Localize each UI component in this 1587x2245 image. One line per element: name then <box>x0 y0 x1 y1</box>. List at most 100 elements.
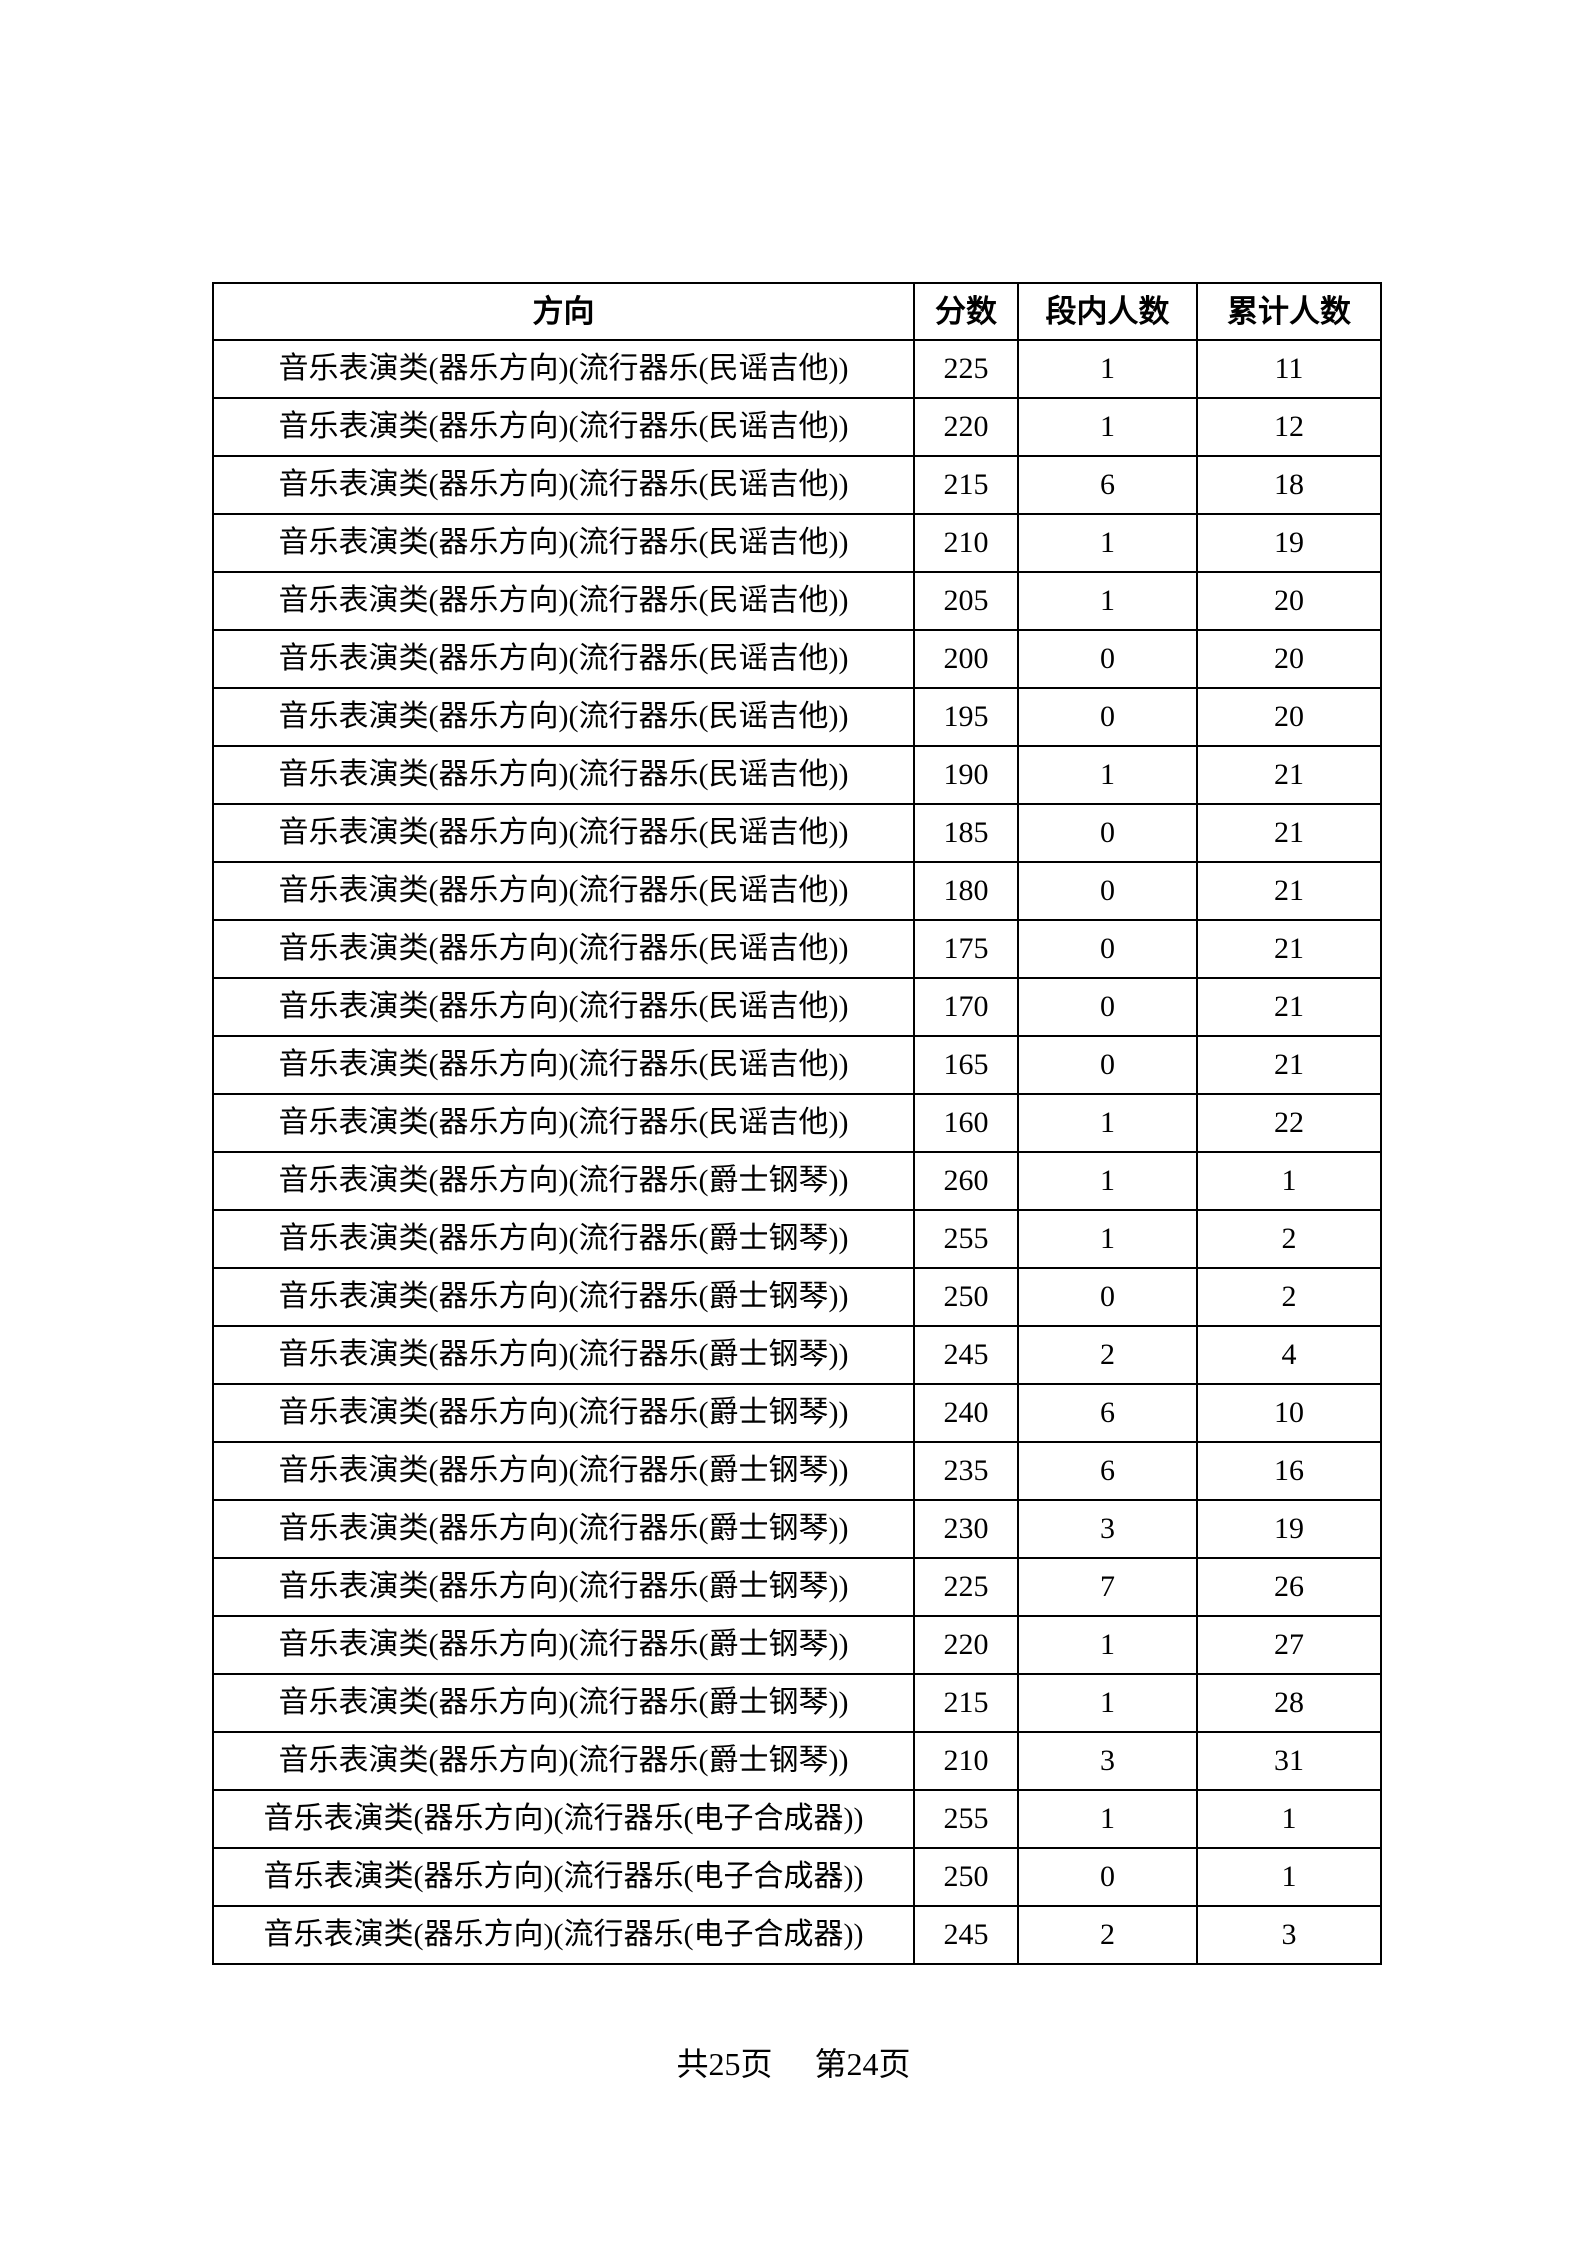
cell-direction: 音乐表演类(器乐方向)(流行器乐(爵士钢琴)) <box>212 1615 915 1675</box>
cell-direction: 音乐表演类(器乐方向)(流行器乐(电子合成器)) <box>212 1847 915 1907</box>
cell-direction: 音乐表演类(器乐方向)(流行器乐(爵士钢琴)) <box>212 1557 915 1617</box>
cell-direction: 音乐表演类(器乐方向)(流行器乐(民谣吉他)) <box>212 977 915 1037</box>
cell-direction: 音乐表演类(器乐方向)(流行器乐(民谣吉他)) <box>212 397 915 457</box>
cell-direction: 音乐表演类(器乐方向)(流行器乐(爵士钢琴)) <box>212 1383 915 1443</box>
cell-score: 210 <box>913 513 1019 573</box>
cell-in-segment: 0 <box>1017 861 1198 921</box>
table-row: 音乐表演类(器乐方向)(流行器乐(民谣吉他)) 175 0 21 <box>212 919 1382 979</box>
cell-score: 225 <box>913 339 1019 399</box>
cell-in-segment: 6 <box>1017 1383 1198 1443</box>
footer-current-page: 第24页 <box>814 2046 911 2082</box>
cell-in-segment: 1 <box>1017 1093 1198 1153</box>
cell-score: 255 <box>913 1209 1019 1269</box>
cell-score: 215 <box>913 455 1019 515</box>
cell-cumulative: 26 <box>1196 1557 1382 1617</box>
cell-cumulative: 11 <box>1196 339 1382 399</box>
table-row: 音乐表演类(器乐方向)(流行器乐(民谣吉他)) 200 0 20 <box>212 629 1382 689</box>
cell-in-segment: 7 <box>1017 1557 1198 1617</box>
cell-in-segment: 6 <box>1017 1441 1198 1501</box>
cell-cumulative: 21 <box>1196 919 1382 979</box>
table-row: 音乐表演类(器乐方向)(流行器乐(爵士钢琴)) 250 0 2 <box>212 1267 1382 1327</box>
cell-in-segment: 1 <box>1017 1615 1198 1675</box>
cell-in-segment: 0 <box>1017 1847 1198 1907</box>
cell-direction: 音乐表演类(器乐方向)(流行器乐(民谣吉他)) <box>212 1093 915 1153</box>
cell-cumulative: 20 <box>1196 629 1382 689</box>
table-row: 音乐表演类(器乐方向)(流行器乐(电子合成器)) 250 0 1 <box>212 1847 1382 1907</box>
table-row: 音乐表演类(器乐方向)(流行器乐(民谣吉他)) 215 6 18 <box>212 455 1382 515</box>
table-row: 音乐表演类(器乐方向)(流行器乐(爵士钢琴)) 235 6 16 <box>212 1441 1382 1501</box>
cell-direction: 音乐表演类(器乐方向)(流行器乐(爵士钢琴)) <box>212 1441 915 1501</box>
table-row: 音乐表演类(器乐方向)(流行器乐(爵士钢琴)) 260 1 1 <box>212 1151 1382 1211</box>
cell-score: 255 <box>913 1789 1019 1849</box>
cell-direction: 音乐表演类(器乐方向)(流行器乐(民谣吉他)) <box>212 919 915 979</box>
page-footer: 共25页 第24页 <box>0 2044 1587 2084</box>
cell-direction: 音乐表演类(器乐方向)(流行器乐(爵士钢琴)) <box>212 1325 915 1385</box>
cell-score: 245 <box>913 1905 1019 1965</box>
cell-direction: 音乐表演类(器乐方向)(流行器乐(电子合成器)) <box>212 1789 915 1849</box>
table-row: 音乐表演类(器乐方向)(流行器乐(爵士钢琴)) 210 3 31 <box>212 1731 1382 1791</box>
cell-cumulative: 21 <box>1196 1035 1382 1095</box>
cell-cumulative: 21 <box>1196 745 1382 805</box>
table-row: 音乐表演类(器乐方向)(流行器乐(民谣吉他)) 185 0 21 <box>212 803 1382 863</box>
table-row: 音乐表演类(器乐方向)(流行器乐(民谣吉他)) 195 0 20 <box>212 687 1382 747</box>
cell-direction: 音乐表演类(器乐方向)(流行器乐(民谣吉他)) <box>212 455 915 515</box>
cell-direction: 音乐表演类(器乐方向)(流行器乐(民谣吉他)) <box>212 687 915 747</box>
cell-direction: 音乐表演类(器乐方向)(流行器乐(民谣吉他)) <box>212 861 915 921</box>
cell-score: 190 <box>913 745 1019 805</box>
cell-score: 205 <box>913 571 1019 631</box>
cell-in-segment: 0 <box>1017 977 1198 1037</box>
cell-cumulative: 20 <box>1196 687 1382 747</box>
cell-in-segment: 0 <box>1017 1035 1198 1095</box>
cell-direction: 音乐表演类(器乐方向)(流行器乐(电子合成器)) <box>212 1905 915 1965</box>
table-row: 音乐表演类(器乐方向)(流行器乐(电子合成器)) 255 1 1 <box>212 1789 1382 1849</box>
cell-direction: 音乐表演类(器乐方向)(流行器乐(民谣吉他)) <box>212 513 915 573</box>
table-row: 音乐表演类(器乐方向)(流行器乐(民谣吉他)) 165 0 21 <box>212 1035 1382 1095</box>
cell-score: 250 <box>913 1847 1019 1907</box>
cell-score: 170 <box>913 977 1019 1037</box>
cell-in-segment: 0 <box>1017 629 1198 689</box>
cell-score: 260 <box>913 1151 1019 1211</box>
cell-direction: 音乐表演类(器乐方向)(流行器乐(民谣吉他)) <box>212 745 915 805</box>
cell-direction: 音乐表演类(器乐方向)(流行器乐(爵士钢琴)) <box>212 1731 915 1791</box>
cell-cumulative: 19 <box>1196 513 1382 573</box>
cell-cumulative: 18 <box>1196 455 1382 515</box>
table-row: 音乐表演类(器乐方向)(流行器乐(民谣吉他)) 205 1 20 <box>212 571 1382 631</box>
cell-cumulative: 19 <box>1196 1499 1382 1559</box>
cell-direction: 音乐表演类(器乐方向)(流行器乐(民谣吉他)) <box>212 629 915 689</box>
cell-in-segment: 0 <box>1017 919 1198 979</box>
cell-in-segment: 1 <box>1017 571 1198 631</box>
cell-cumulative: 2 <box>1196 1267 1382 1327</box>
cell-direction: 音乐表演类(器乐方向)(流行器乐(爵士钢琴)) <box>212 1209 915 1269</box>
cell-score: 230 <box>913 1499 1019 1559</box>
cell-score: 160 <box>913 1093 1019 1153</box>
cell-cumulative: 1 <box>1196 1151 1382 1211</box>
cell-in-segment: 1 <box>1017 1789 1198 1849</box>
cell-score: 220 <box>913 397 1019 457</box>
cell-cumulative: 3 <box>1196 1905 1382 1965</box>
cell-direction: 音乐表演类(器乐方向)(流行器乐(民谣吉他)) <box>212 571 915 631</box>
cell-cumulative: 31 <box>1196 1731 1382 1791</box>
cell-in-segment: 2 <box>1017 1905 1198 1965</box>
table-row: 音乐表演类(器乐方向)(流行器乐(爵士钢琴)) 215 1 28 <box>212 1673 1382 1733</box>
cell-cumulative: 20 <box>1196 571 1382 631</box>
table-head: 方向 分数 段内人数 累计人数 <box>212 282 1382 341</box>
cell-cumulative: 21 <box>1196 803 1382 863</box>
cell-cumulative: 16 <box>1196 1441 1382 1501</box>
cell-in-segment: 1 <box>1017 1673 1198 1733</box>
cell-score: 180 <box>913 861 1019 921</box>
cell-cumulative: 2 <box>1196 1209 1382 1269</box>
table-row: 音乐表演类(器乐方向)(流行器乐(民谣吉他)) 210 1 19 <box>212 513 1382 573</box>
cell-cumulative: 27 <box>1196 1615 1382 1675</box>
table-row: 音乐表演类(器乐方向)(流行器乐(民谣吉他)) 220 1 12 <box>212 397 1382 457</box>
cell-cumulative: 21 <box>1196 861 1382 921</box>
table-row: 音乐表演类(器乐方向)(流行器乐(爵士钢琴)) 255 1 2 <box>212 1209 1382 1269</box>
cell-cumulative: 10 <box>1196 1383 1382 1443</box>
column-header-in-segment: 段内人数 <box>1017 282 1198 341</box>
cell-direction: 音乐表演类(器乐方向)(流行器乐(爵士钢琴)) <box>212 1151 915 1211</box>
table-row: 音乐表演类(器乐方向)(流行器乐(电子合成器)) 245 2 3 <box>212 1905 1382 1965</box>
table-body: 音乐表演类(器乐方向)(流行器乐(民谣吉他)) 225 1 11 音乐表演类(器乐方向)… <box>212 339 1382 1965</box>
cell-score: 245 <box>913 1325 1019 1385</box>
cell-cumulative: 4 <box>1196 1325 1382 1385</box>
header-row: 方向 分数 段内人数 累计人数 <box>212 282 1382 341</box>
